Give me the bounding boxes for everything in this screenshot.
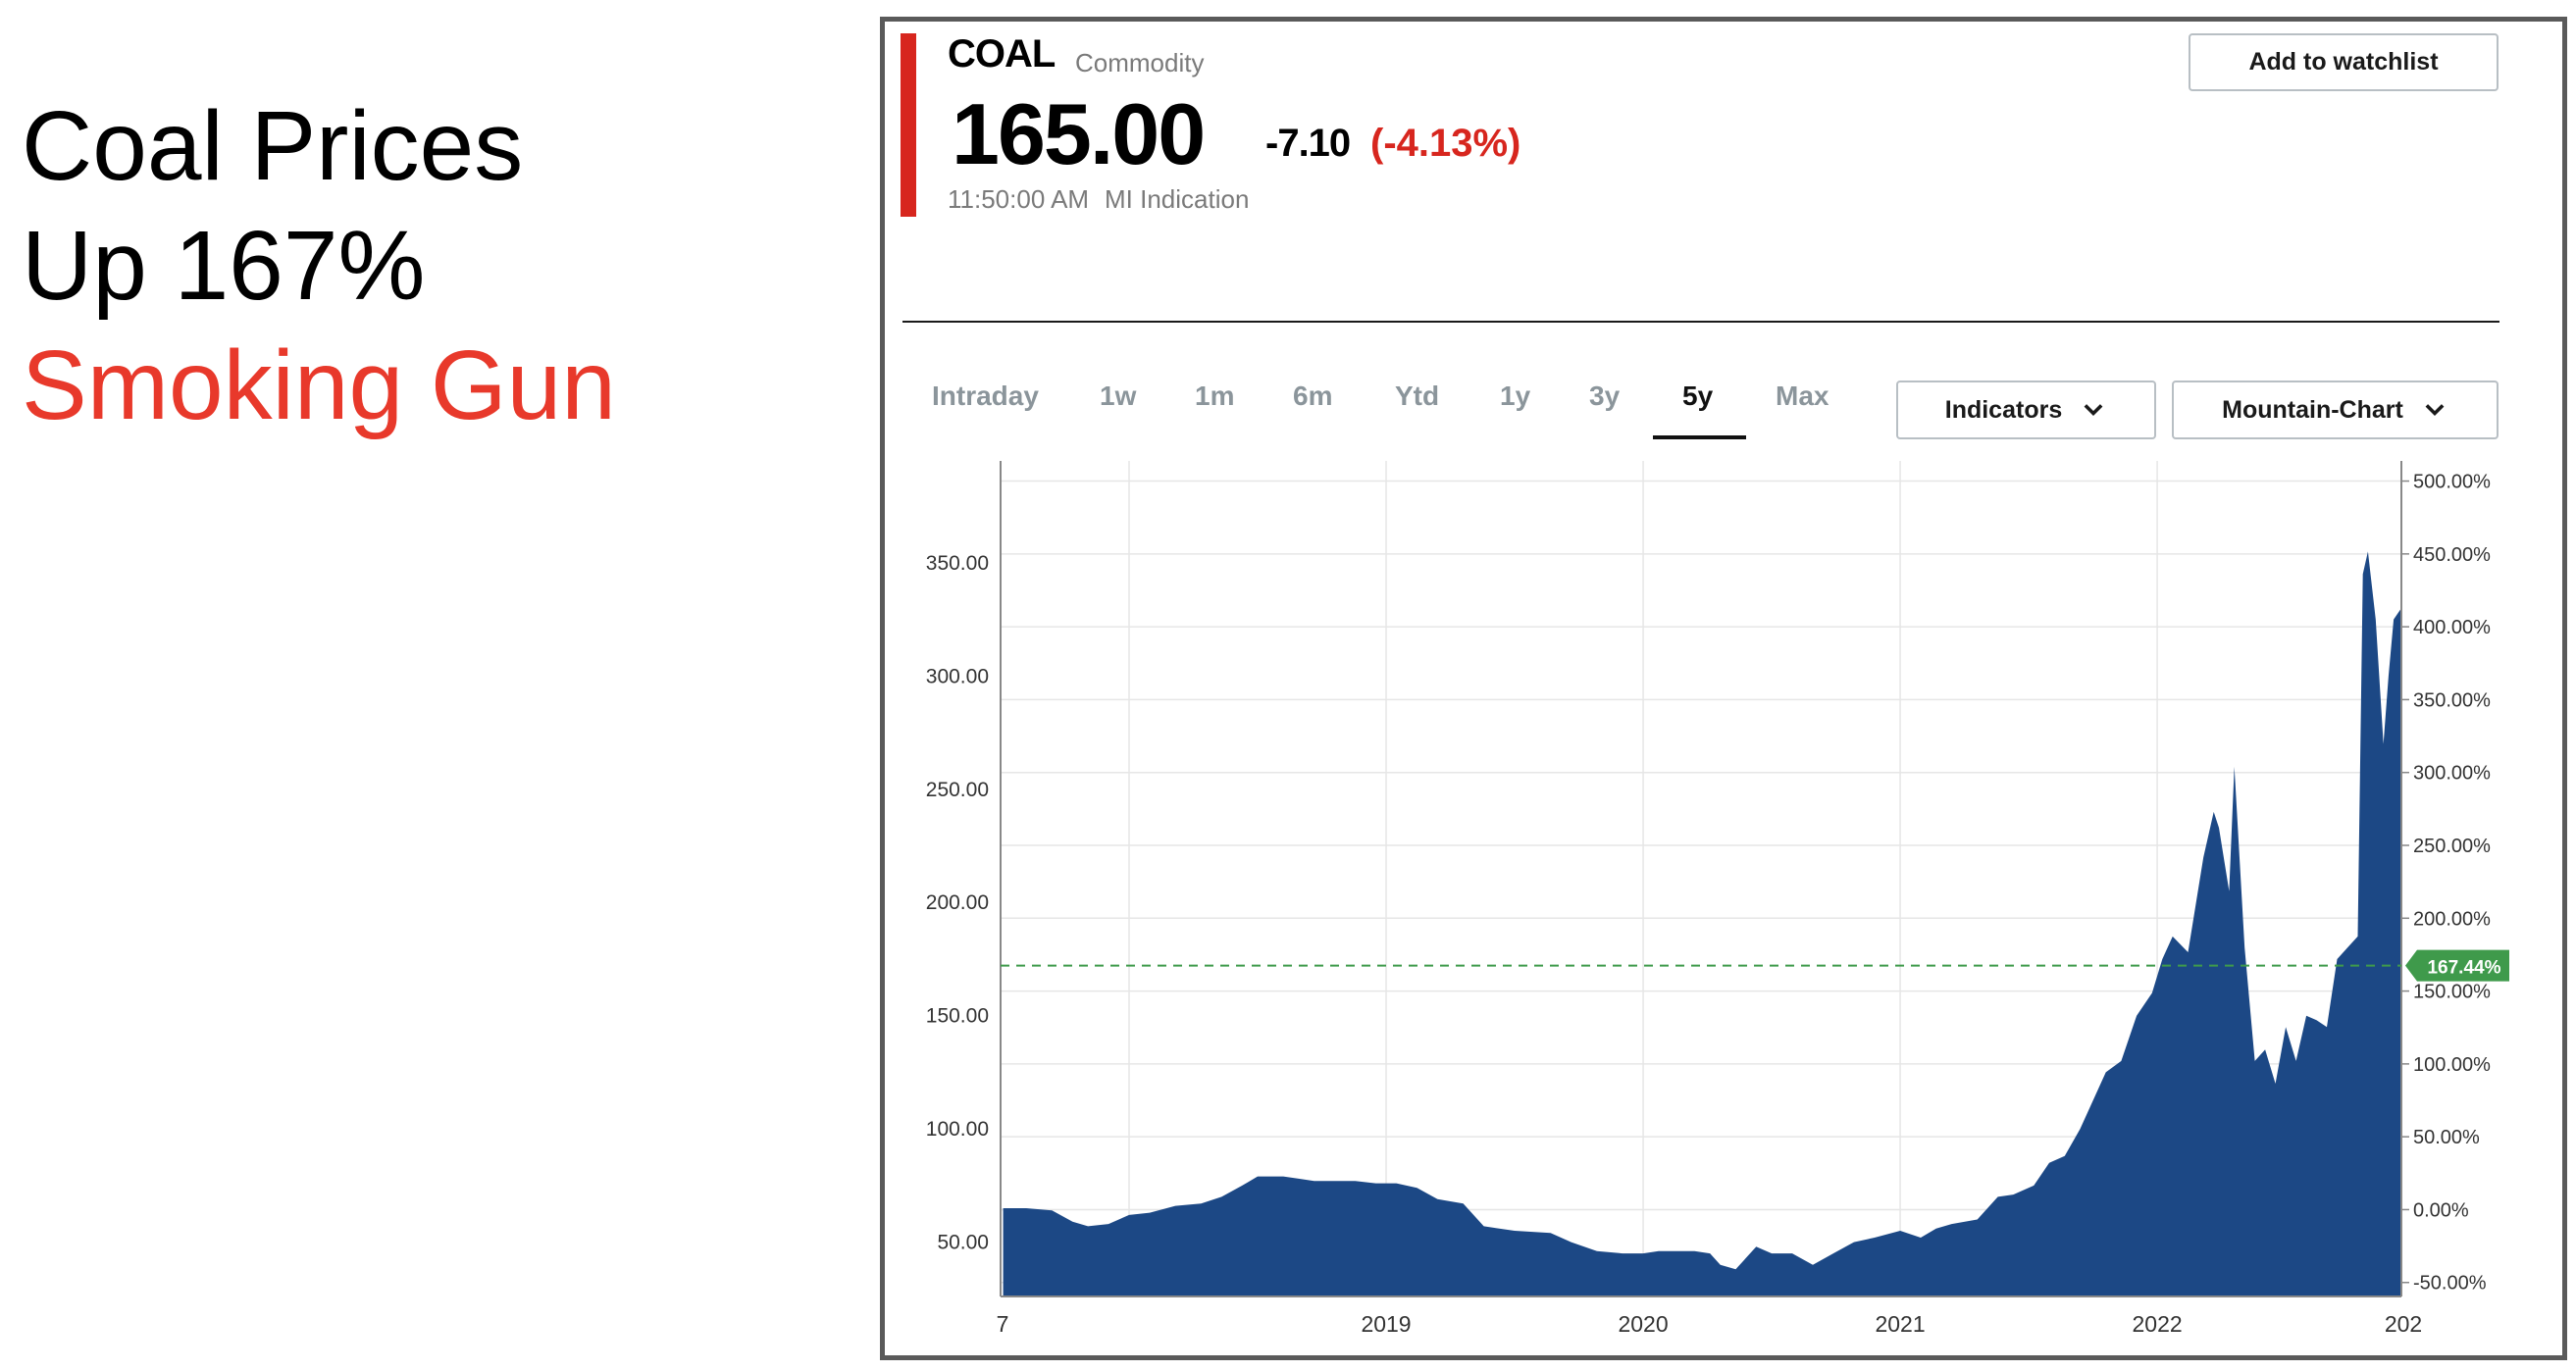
tab-6m[interactable]: 6m — [1293, 381, 1333, 411]
ticker-symbol: COAL — [948, 32, 1056, 76]
y-tick-label: 350.00 — [926, 552, 989, 575]
price-area-series — [1003, 551, 2401, 1296]
y-right-tick-label: 350.00% — [2413, 689, 2491, 711]
indicators-label: Indicators — [1944, 395, 2063, 424]
quote-source: MI Indication — [1105, 184, 1250, 214]
x-tick-label: 2020 — [1618, 1311, 1668, 1337]
y-right-tick-label: 100.00% — [2413, 1054, 2491, 1076]
price-change: -7.10 — [1265, 122, 1351, 165]
x-tick-label: 2021 — [1875, 1311, 1925, 1337]
headline-line-2: Up 167% — [22, 211, 426, 321]
y-tick-label: 50.00 — [937, 1232, 989, 1254]
y-right-tick-label: 250.00% — [2413, 836, 2491, 857]
x-tick-label: 2022 — [2132, 1311, 2182, 1337]
headline-line-3: Smoking Gun — [22, 330, 616, 440]
y-tick-label: 200.00 — [926, 891, 989, 914]
current-price: 165.00 — [952, 85, 1206, 182]
chart-type-label: Mountain-Chart — [2222, 395, 2403, 424]
add-to-watchlist-label: Add to watchlist — [2248, 48, 2439, 76]
tab-5y[interactable]: 5y — [1682, 381, 1714, 411]
tab-3y[interactable]: 3y — [1589, 381, 1621, 411]
chart-type-dropdown[interactable]: Mountain-Chart — [2172, 381, 2499, 439]
y-tick-label: 300.00 — [926, 665, 989, 687]
current-change-label: 167.44% — [2427, 958, 2500, 979]
y-tick-label: 250.00 — [926, 779, 989, 801]
tab-1m[interactable]: 1m — [1195, 381, 1235, 411]
y-right-tick-label: 0.00% — [2413, 1199, 2469, 1221]
current-change-badge — [2405, 949, 2509, 982]
headline: Coal Prices Up 167% Smoking Gun — [22, 86, 616, 445]
asset-type: Commodity — [1075, 48, 1205, 77]
y-right-tick-label: 450.00% — [2413, 544, 2491, 566]
tab-max[interactable]: Max — [1776, 381, 1829, 411]
quote-timestamp: 11:50:00 AM — [948, 184, 1090, 214]
y-right-tick-label: 50.00% — [2413, 1127, 2480, 1148]
x-tick-label: 202 — [2385, 1311, 2422, 1337]
y-tick-label: 100.00 — [926, 1118, 989, 1141]
axis-ticks: 50.00 100.00 150.00 200.00 250.00 300.00 350.0… — [926, 472, 2491, 1337]
chevron-down-icon — [2425, 404, 2445, 416]
y-right-tick-label: 500.00% — [2413, 472, 2491, 493]
current-change-marker: 167.44% — [2405, 949, 2509, 982]
tab-1w[interactable]: 1w — [1100, 381, 1137, 411]
add-to-watchlist-button[interactable]: Add to watchlist — [2189, 33, 2499, 91]
x-tick-label: 7 — [997, 1311, 1009, 1337]
x-tick-label: 2019 — [1361, 1311, 1411, 1337]
chevron-down-icon — [2084, 404, 2103, 416]
y-right-tick-label: 300.00% — [2413, 763, 2491, 785]
price-change-percent: (-4.13%) — [1370, 122, 1521, 165]
header-divider — [902, 321, 2499, 323]
indicators-dropdown[interactable]: Indicators — [1896, 381, 2156, 439]
y-right-tick-label: -50.00% — [2413, 1273, 2487, 1295]
y-tick-label: 150.00 — [926, 1005, 989, 1028]
active-tab-underline — [1653, 435, 1746, 439]
accent-bar — [901, 33, 916, 217]
headline-line-1: Coal Prices — [22, 91, 524, 201]
y-right-tick-label: 150.00% — [2413, 982, 2491, 1003]
tab-ytd[interactable]: Ytd — [1395, 381, 1440, 411]
y-right-tick-label: 200.00% — [2413, 908, 2491, 930]
tab-intraday[interactable]: Intraday — [932, 381, 1039, 411]
tab-1y[interactable]: 1y — [1500, 381, 1531, 411]
y-right-tick-label: 400.00% — [2413, 617, 2491, 638]
